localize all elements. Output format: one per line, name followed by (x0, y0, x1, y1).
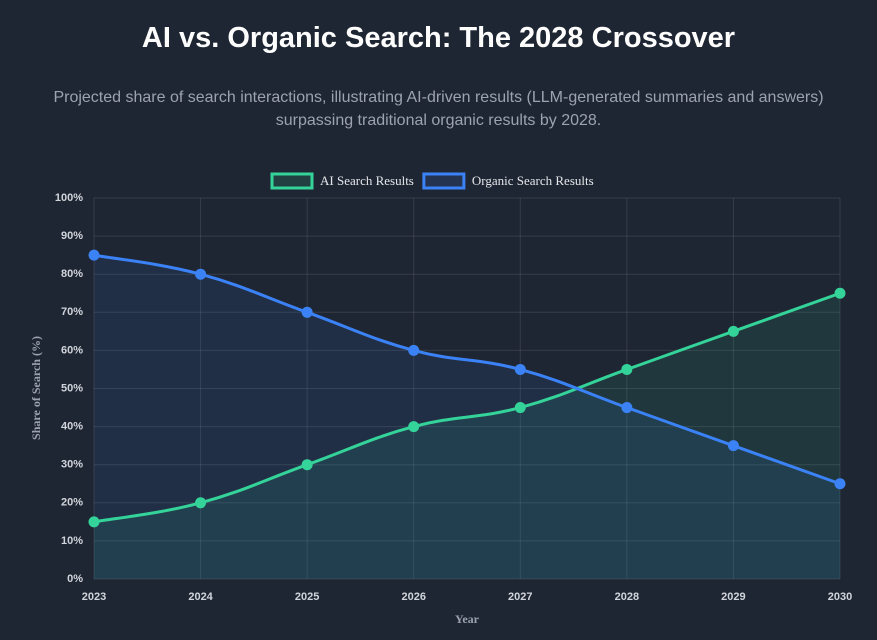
y-axis-title: Share of Search (%) (29, 336, 43, 440)
y-tick-label: 0% (67, 573, 83, 585)
x-tick-label: 2028 (615, 591, 639, 603)
chart-title: AI vs. Organic Search: The 2028 Crossove… (141, 22, 736, 54)
x-axis-title: Year (455, 612, 480, 626)
x-tick-label: 2030 (828, 591, 852, 603)
y-tick-label: 40% (61, 421, 83, 433)
y-tick-label: 60% (61, 344, 83, 356)
legend-label: AI Search Results (320, 173, 414, 188)
y-tick-label: 30% (61, 459, 83, 471)
area (94, 293, 840, 579)
legend-swatch (422, 172, 466, 190)
y-tick-label: 50% (61, 382, 83, 394)
point (195, 268, 207, 280)
point (621, 363, 633, 375)
legend-swatch (270, 172, 314, 190)
x-tick-label: 2023 (82, 591, 106, 603)
point (834, 478, 846, 490)
y-tick-label: 90% (61, 230, 83, 242)
chart-subtitle: Projected share of search interactions, … (53, 89, 824, 129)
x-tick-label: 2024 (188, 591, 213, 603)
y-tick-label: 10% (61, 535, 83, 547)
y-tick-label: 100% (55, 192, 83, 204)
legend: AI Search Results Organic Search Results (270, 172, 594, 190)
point (88, 516, 100, 528)
point (621, 402, 633, 414)
point (301, 306, 313, 318)
line (93, 253, 841, 486)
line (93, 291, 841, 524)
point (727, 325, 739, 337)
point (834, 287, 846, 299)
point (514, 402, 526, 414)
point (301, 459, 313, 471)
y-tick-label: 80% (61, 268, 83, 280)
y-tick-label: 20% (61, 497, 83, 509)
y-tick-label: 70% (61, 306, 83, 318)
x-tick-label: 2027 (508, 591, 532, 603)
legend-label: Organic Search Results (472, 173, 594, 188)
point (514, 363, 526, 375)
x-tick-label: 2029 (721, 591, 745, 603)
point (408, 421, 420, 433)
x-tick-label: 2026 (401, 591, 425, 603)
x-tick-label: 2025 (295, 591, 319, 603)
point (408, 344, 420, 356)
point (88, 249, 100, 261)
point (195, 497, 207, 509)
point (727, 440, 739, 452)
